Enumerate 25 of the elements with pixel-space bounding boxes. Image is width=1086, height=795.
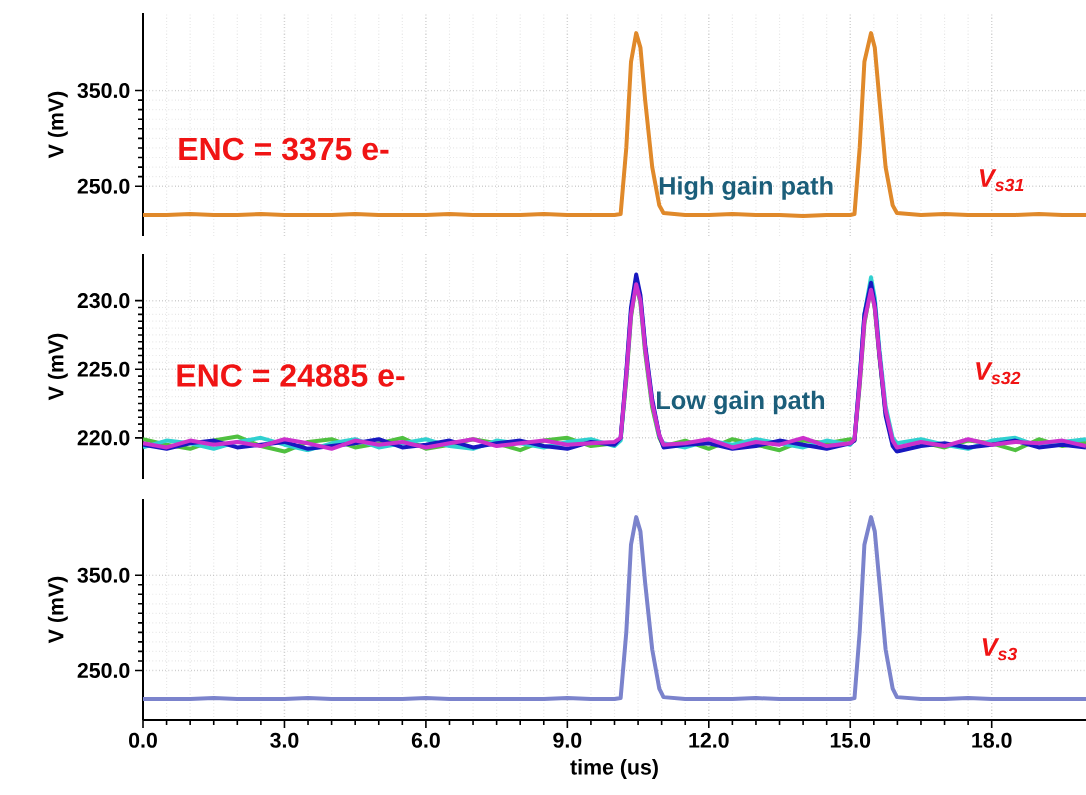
y-tick-label: 350.0 xyxy=(77,567,130,583)
x-tick-label: 0.0 xyxy=(129,732,157,748)
annotation: ENC = 3375 e- xyxy=(179,137,389,161)
x-tick-label: 9.0 xyxy=(553,732,582,748)
x-tick-label: 3.0 xyxy=(270,732,299,748)
x-tick-label: 15.0 xyxy=(830,732,871,748)
x-tick-label: 6.0 xyxy=(411,732,440,748)
annotation: High gain path xyxy=(659,176,833,200)
annotation: Low gain path xyxy=(657,390,825,415)
y-tick-label: 230.0 xyxy=(77,293,130,309)
annotation: V$_{s32}$ xyxy=(976,362,1021,385)
y-tick-label: 225.0 xyxy=(77,361,130,377)
y-axis-title: V (mV) xyxy=(47,333,68,401)
y-tick-label: 250.0 xyxy=(77,662,130,679)
y-axis-title: V (mV) xyxy=(47,91,68,159)
annotation: ENC = 24885 e- xyxy=(177,364,405,387)
y-tick-label: 220.0 xyxy=(77,430,130,446)
y-axis-title: V (mV) xyxy=(47,576,68,644)
x-tick-label: 12.0 xyxy=(689,732,729,748)
x-axis-title: time (us) xyxy=(570,759,658,779)
y-tick-label: 250.0 xyxy=(77,178,130,194)
x-tick-label: 18.0 xyxy=(972,732,1012,748)
annotation: V$_{s3}$ xyxy=(982,638,1018,661)
annotation: V$_{s31}$ xyxy=(979,169,1024,192)
y-tick-label: 350.0 xyxy=(77,82,130,99)
